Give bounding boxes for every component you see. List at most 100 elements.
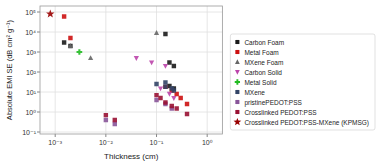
legend-marker xyxy=(235,90,239,94)
legend-label: MXene xyxy=(244,89,265,96)
point xyxy=(163,80,167,84)
tick-mark xyxy=(37,132,40,133)
tick-label: 10⁻¹ xyxy=(150,139,164,146)
tick-label: 10⁻³ xyxy=(48,139,62,146)
legend-marker xyxy=(235,50,239,54)
series xyxy=(134,56,177,101)
point xyxy=(154,93,158,97)
legend-label: Metal Solid xyxy=(244,79,277,86)
point xyxy=(62,14,66,18)
point xyxy=(178,96,182,100)
legend-marker xyxy=(235,40,239,44)
point xyxy=(113,122,117,126)
point xyxy=(158,86,163,91)
point xyxy=(154,30,159,35)
series xyxy=(46,10,54,18)
legend-frame xyxy=(230,34,375,130)
legend-label: Crosslinked PEDOT:PSS xyxy=(244,109,317,116)
tick-label: 10⁰ xyxy=(202,139,213,146)
point xyxy=(104,113,108,117)
tick-mark xyxy=(105,134,106,137)
y-axis-label: Absolute EMI SE (dB cm² g⁻¹) xyxy=(5,19,14,120)
point xyxy=(62,40,66,44)
grid-line xyxy=(40,52,222,53)
point xyxy=(163,85,167,89)
points xyxy=(46,10,189,127)
grid-line xyxy=(156,6,157,134)
point xyxy=(185,102,189,106)
point xyxy=(154,82,158,86)
point xyxy=(154,98,158,102)
tick-label: 10⁵ xyxy=(25,9,36,16)
plot-frame xyxy=(40,6,222,134)
point xyxy=(134,56,139,61)
grid-line xyxy=(40,32,222,33)
tick-label: 10⁻¹ xyxy=(22,129,36,136)
tick-mark xyxy=(55,134,56,137)
series xyxy=(62,32,176,91)
legend-label: pristinePEDOT:PSS xyxy=(244,99,302,107)
grid-line xyxy=(40,132,222,133)
legend-label: Crosslinked PEDOT:PSS-MXene (KPMSG) xyxy=(244,119,369,127)
point xyxy=(77,49,83,55)
tick-mark xyxy=(156,134,157,137)
point xyxy=(158,96,162,100)
legend-marker xyxy=(235,110,239,114)
legend-marker xyxy=(233,118,241,125)
point xyxy=(163,100,167,104)
plot-area xyxy=(40,6,222,134)
legend-label: Carbon Solid xyxy=(244,69,282,76)
point xyxy=(163,64,168,69)
tick-label: 10³ xyxy=(26,49,37,56)
point xyxy=(163,32,167,36)
point xyxy=(104,118,108,122)
point xyxy=(68,43,73,48)
series xyxy=(104,93,190,122)
series xyxy=(62,14,189,106)
series xyxy=(68,30,159,60)
point xyxy=(171,96,176,101)
tick-mark xyxy=(207,134,208,137)
point xyxy=(113,118,117,122)
grid-line xyxy=(40,92,222,93)
tick-mark xyxy=(37,52,40,53)
tick-label: 10² xyxy=(26,69,37,76)
tick-label: 10⁻² xyxy=(99,139,113,146)
point xyxy=(167,92,172,97)
tick-mark xyxy=(37,32,40,33)
grid-line xyxy=(207,6,208,134)
legend-marker xyxy=(235,100,239,104)
point xyxy=(88,55,93,60)
tick-mark xyxy=(37,12,40,13)
point xyxy=(170,104,174,108)
tick-label: 10¹ xyxy=(26,89,37,96)
point xyxy=(185,112,189,116)
point xyxy=(174,106,178,110)
point xyxy=(172,88,176,92)
point xyxy=(163,85,167,89)
legend-label: Carbon Foam xyxy=(244,39,284,46)
point xyxy=(68,36,72,40)
point xyxy=(149,60,154,65)
point xyxy=(46,10,54,18)
legend-label: Metal Foam xyxy=(244,49,278,56)
point xyxy=(68,44,72,48)
legend-marker xyxy=(235,79,240,84)
grid-line xyxy=(40,12,222,13)
legend-marker xyxy=(235,59,240,64)
grid-line xyxy=(55,6,56,134)
series xyxy=(104,98,174,127)
legend-label: MXene Foam xyxy=(244,59,283,66)
point xyxy=(172,64,176,68)
chart: Carbon Foam Metal Foam MXene Foam Carbon So… xyxy=(0,0,378,164)
tick-mark xyxy=(37,112,40,113)
series xyxy=(77,49,83,55)
x-axis-label: Thickness (cm) xyxy=(104,152,159,161)
tick-label: 10⁴ xyxy=(25,29,36,36)
grid-line xyxy=(40,112,222,113)
legend-marker xyxy=(235,70,240,75)
legend: Carbon Foam Metal Foam MXene Foam Carbon So… xyxy=(230,34,375,130)
series xyxy=(154,80,176,92)
tick-label: 10⁰ xyxy=(25,109,36,116)
grid xyxy=(40,6,222,134)
